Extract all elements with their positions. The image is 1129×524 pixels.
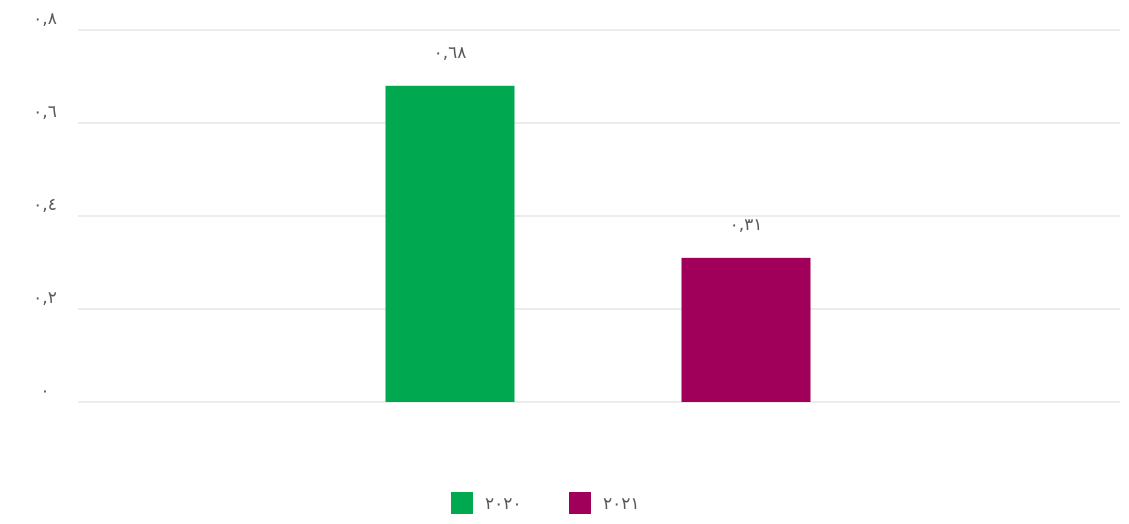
data-label: ٠,٣١ bbox=[730, 215, 763, 235]
data-label: ٠,٦٨ bbox=[434, 43, 467, 63]
bars bbox=[385, 85, 811, 403]
y-tick-label: ٠,٨ bbox=[33, 9, 57, 29]
legend-label: ٢٠٢٠ bbox=[485, 494, 522, 514]
bar-series-2 bbox=[681, 257, 811, 402]
y-tick-label: ٠ bbox=[40, 381, 49, 401]
gridlines bbox=[78, 29, 1120, 403]
data-labels: ٠,٦٨ ٠,٣١ bbox=[434, 43, 763, 235]
y-axis: ٠ ٠,٢ ٠,٤ ٠,٦ ٠,٨ bbox=[33, 9, 57, 401]
legend-swatch bbox=[569, 492, 591, 514]
y-tick-label: ٠,٤ bbox=[33, 195, 57, 215]
legend-swatch bbox=[451, 492, 473, 514]
legend-label: ٢٠٢١ bbox=[603, 494, 640, 514]
legend: ٢٠٢٠ ٢٠٢١ bbox=[451, 492, 640, 514]
bar-series-1 bbox=[385, 85, 515, 403]
y-tick-label: ٠,٦ bbox=[33, 102, 57, 122]
y-tick-label: ٠,٢ bbox=[33, 288, 57, 308]
